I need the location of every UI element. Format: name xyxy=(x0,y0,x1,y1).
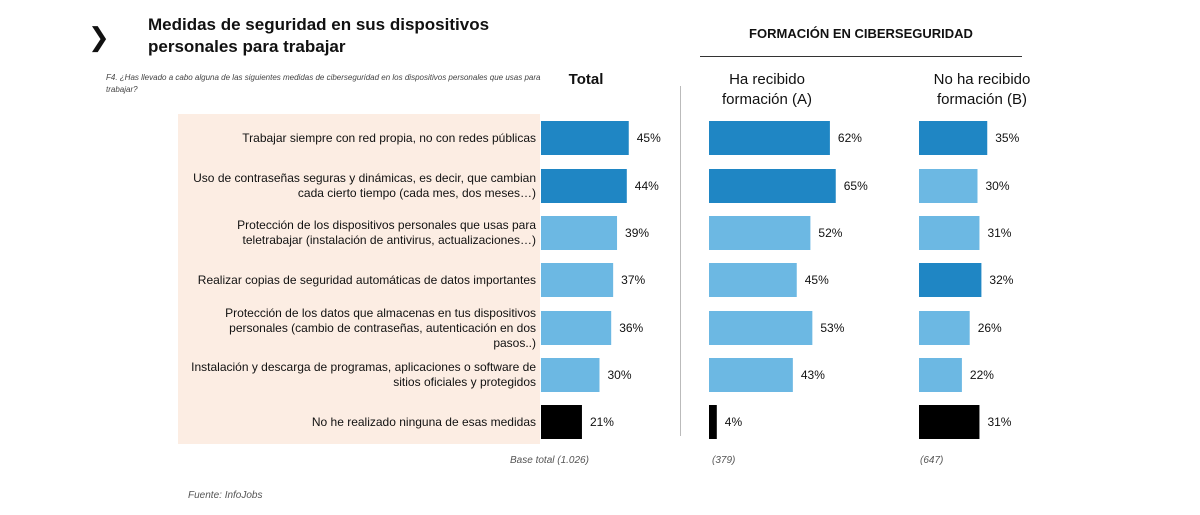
source-note: Fuente: InfoJobs xyxy=(188,490,263,501)
series-title-total: Total xyxy=(568,71,604,88)
chart-title: Medidas de seguridad en sus dispositivos… xyxy=(148,15,490,56)
bar-b xyxy=(919,263,982,297)
section-title: FORMACIÓN EN CIBERSEGURIDAD xyxy=(749,26,973,41)
data-label-total: 36% xyxy=(619,321,643,335)
bar-total xyxy=(541,169,627,203)
data-label-a: 52% xyxy=(818,226,842,240)
category-label: Protección de los dispositivos personale… xyxy=(237,218,536,247)
data-label-b: 30% xyxy=(986,179,1010,193)
bar-a xyxy=(709,169,836,203)
category-label: Protección de los datos que almacenas en… xyxy=(225,305,536,350)
bar-total xyxy=(541,216,618,250)
bar-b xyxy=(919,311,970,345)
data-label-b: 35% xyxy=(995,131,1019,145)
data-label-b: 32% xyxy=(989,273,1013,287)
bar-total xyxy=(541,121,629,155)
survey-question: F4. ¿Has llevado a cabo alguna de las si… xyxy=(106,73,541,94)
bar-b xyxy=(919,405,980,439)
bar-b xyxy=(919,358,962,392)
data-label-a: 53% xyxy=(820,321,844,335)
bar-b xyxy=(919,169,978,203)
base-a: (379) xyxy=(712,455,736,466)
category-label: Instalación y descarga de programas, apl… xyxy=(191,360,536,389)
category-label: Trabajar siempre con red propia, no con … xyxy=(242,130,536,145)
bar-a xyxy=(709,358,793,392)
bar-total xyxy=(541,358,600,392)
bar-total xyxy=(541,405,582,439)
data-label-a: 4% xyxy=(725,415,743,429)
category-panel xyxy=(178,114,540,444)
data-label-a: 43% xyxy=(801,368,825,382)
data-label-b: 31% xyxy=(987,415,1011,429)
data-label-b: 31% xyxy=(987,226,1011,240)
series-title-a: Ha recibido formación (A) xyxy=(721,71,813,108)
bar-total xyxy=(541,311,612,345)
bar-a xyxy=(709,405,717,439)
category-label: Realizar copias de seguridad automáticas… xyxy=(197,272,536,287)
data-label-total: 44% xyxy=(635,179,659,193)
category-label: Uso de contraseñas seguras y dinámicas, … xyxy=(193,171,536,200)
base-b: (647) xyxy=(920,455,944,466)
series-title-b: No ha recibido formación (B) xyxy=(933,71,1031,108)
data-label-b: 26% xyxy=(978,321,1002,335)
bar-a xyxy=(709,121,830,155)
data-label-total: 37% xyxy=(621,273,645,287)
bar-b xyxy=(919,121,988,155)
bar-b xyxy=(919,216,980,250)
section-rule xyxy=(700,56,1022,57)
data-label-a: 45% xyxy=(805,273,829,287)
bar-a xyxy=(709,311,813,345)
bar-a xyxy=(709,216,811,250)
column-divider xyxy=(680,86,681,436)
data-label-a: 65% xyxy=(844,179,868,193)
data-label-total: 21% xyxy=(590,415,614,429)
bar-total xyxy=(541,263,614,297)
data-label-a: 62% xyxy=(838,131,862,145)
data-label-total: 39% xyxy=(625,226,649,240)
data-label-b: 22% xyxy=(970,368,994,382)
chevron-right-icon: ❯ xyxy=(88,22,110,52)
bar-a xyxy=(709,263,797,297)
data-label-total: 45% xyxy=(637,131,661,145)
base-total: Base total (1.026) xyxy=(510,455,589,466)
data-label-total: 30% xyxy=(608,368,632,382)
category-label: No he realizado ninguna de esas medidas xyxy=(311,414,536,429)
